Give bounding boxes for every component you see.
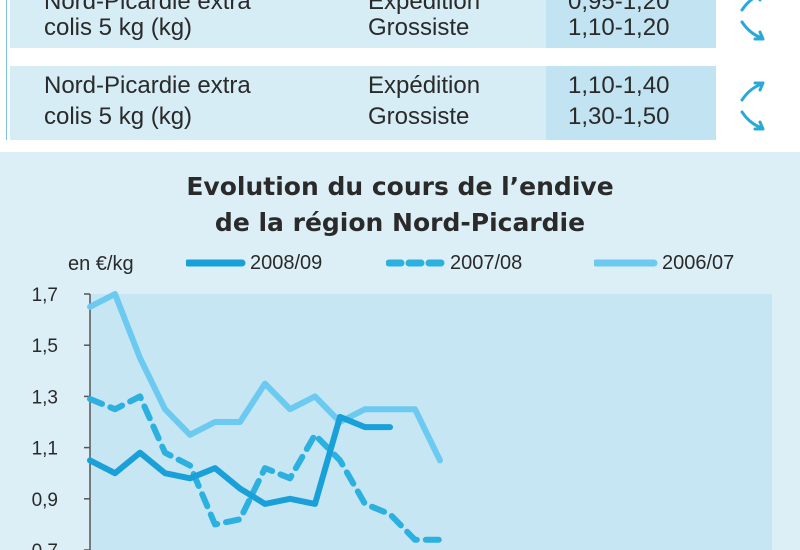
- row2-product-line1: Nord-Picardie extra: [44, 72, 251, 99]
- row2-market-grossiste: Grossiste: [368, 103, 470, 130]
- chart-panel: Evolution du cours de l’endive de la rég…: [0, 152, 800, 550]
- legend-swatch-2007-08: [386, 259, 445, 267]
- price-column: [546, 0, 716, 140]
- series-line-2008-09: [87, 413, 393, 507]
- row1-price-expedition: 0,95-1,20: [568, 0, 670, 15]
- y-tick-label: 0,7: [32, 541, 58, 550]
- row1-market-grossiste: Grossiste: [368, 14, 470, 41]
- chart-title-line1: Evolution du cours de l’endive: [186, 172, 614, 201]
- row1-product-line2: colis 5 kg (kg): [44, 14, 193, 41]
- y-tick-label: 1,3: [32, 387, 58, 408]
- y-tick-label: 1,5: [32, 336, 58, 357]
- trend-down-icon: [740, 110, 765, 131]
- row1-product-line1: Nord-Picardie extra: [44, 0, 251, 15]
- y-tick-label: 0,9: [32, 490, 58, 511]
- table-left-rule: [6, 0, 7, 140]
- line-chart: 1,7 1,5 1,3 1,1 0,9 0,7: [32, 285, 772, 550]
- trend-up-icon: [740, 81, 765, 102]
- row2-price-grossiste: 1,30-1,50: [568, 103, 670, 130]
- plot-area: [90, 294, 772, 550]
- legend-item-2008-09: 2008/09: [186, 250, 346, 276]
- row2-market-expedition: Expédition: [368, 72, 481, 99]
- row-divider: [10, 48, 716, 66]
- legend-item-2006-07: 2006/07: [594, 250, 764, 276]
- y-tick-label: 1,1: [32, 439, 58, 460]
- legend-swatch-2008-09: [186, 259, 246, 267]
- legend-swatch-2006-07: [594, 259, 658, 267]
- row2-product-line2: colis 5 kg (kg): [44, 103, 193, 130]
- row2-price-expedition: 1,10-1,40: [568, 72, 670, 99]
- chart-title-line2: de la région Nord-Picardie: [214, 208, 586, 237]
- row1-price-grossiste: 1,10-1,20: [568, 14, 670, 41]
- series-line-2006-07: [87, 291, 443, 464]
- y-tick-label: 1,7: [32, 285, 58, 306]
- legend-label-2007-08: 2007/08: [450, 252, 523, 274]
- trend-up-icon: [740, 0, 762, 12]
- legend-label-2006-07: 2006/07: [662, 252, 735, 274]
- row1-market-expedition: Expédition: [368, 0, 481, 15]
- trend-down-icon: [740, 20, 765, 41]
- y-unit-label: en €/kg: [68, 253, 134, 275]
- legend-item-2007-08: 2007/08: [386, 250, 546, 276]
- legend-label-2008-09: 2008/09: [250, 252, 323, 274]
- price-table: Nord-Picardie extra colis 5 kg (kg) Expé…: [0, 0, 800, 140]
- series-line-2007-08: [87, 393, 443, 543]
